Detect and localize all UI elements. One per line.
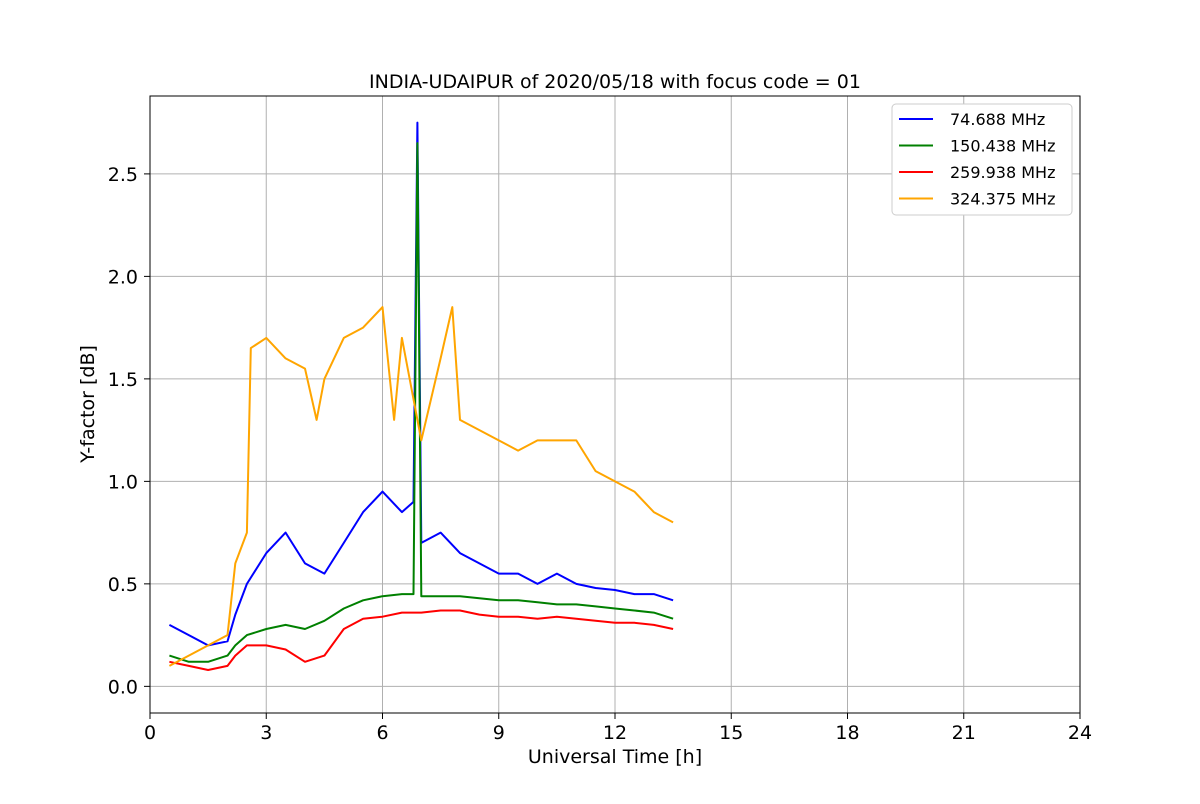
series-line-3 [168, 306, 674, 667]
chart-title: INDIA-UDAIPUR of 2020/05/18 with focus c… [369, 71, 861, 93]
x-tick-label: 6 [376, 722, 388, 744]
x-axis-label: Universal Time [h] [528, 746, 702, 768]
y-tick-label: 0.0 [108, 676, 138, 698]
x-axis-ticks: 0 3 6 9 12 15 18 21 24 [144, 713, 1092, 744]
legend-items: 74.688 MHz 150.438 MHz 259.938 MHz 324.375 … [899, 110, 1055, 209]
x-tick-label: 3 [260, 722, 272, 744]
legend-label-0: 74.688 MHz [950, 110, 1045, 129]
legend-label-3: 324.375 MHz [950, 190, 1055, 209]
y-axis-label: Y-factor [dB] [77, 345, 99, 464]
x-tick-label: 24 [1068, 722, 1092, 744]
y-tick-label: 1.0 [108, 471, 138, 493]
x-tick-label: 21 [952, 722, 976, 744]
x-tick-label: 18 [835, 722, 859, 744]
y-tick-label: 2.5 [108, 164, 138, 186]
x-tick-label: 15 [719, 722, 743, 744]
y-tick-label: 1.5 [108, 369, 138, 391]
series-line-1 [169, 142, 674, 663]
x-tick-label: 0 [144, 722, 156, 744]
y-tick-label: 0.5 [108, 574, 138, 596]
plot-series [168, 121, 674, 671]
legend-label-1: 150.438 MHz [950, 137, 1055, 156]
series-line-2 [169, 609, 674, 671]
legend-box [891, 103, 1073, 216]
y-axis-ticks: 0.0 0.5 1.0 1.5 2.0 2.5 [108, 164, 150, 698]
x-tick-label: 12 [603, 722, 627, 744]
legend-label-2: 259.938 MHz [950, 163, 1055, 182]
x-tick-label: 9 [493, 722, 505, 744]
legend: 74.688 MHz 150.438 MHz 259.938 MHz 324.375 … [891, 103, 1073, 216]
y-tick-label: 2.0 [108, 266, 138, 288]
